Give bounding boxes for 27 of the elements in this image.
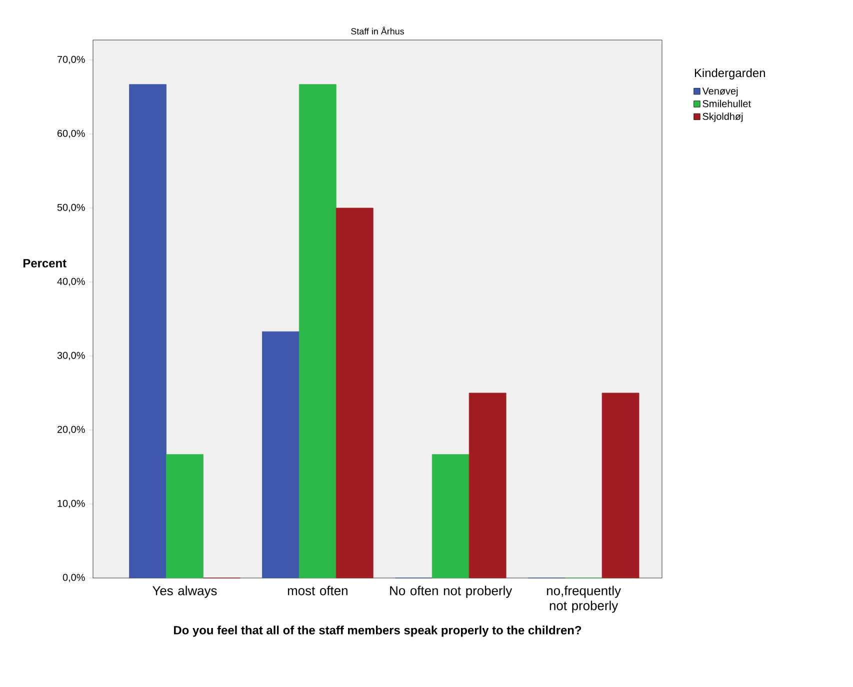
bar — [299, 84, 336, 578]
y-tick-label: 50,0% — [57, 204, 85, 212]
legend-label: Venøvej — [702, 87, 738, 97]
y-tick-label: 0,0% — [62, 574, 85, 582]
bar — [602, 392, 640, 578]
bar — [166, 454, 204, 578]
y-tick-label: 30,0% — [57, 352, 85, 360]
x-tick-label: Yes always — [152, 586, 217, 598]
chart-title: Staff in Århus — [351, 26, 404, 35]
x-tick-label: no,frequently not proberly — [546, 586, 621, 613]
legend-label: Smilehullet — [702, 100, 751, 108]
bar — [336, 208, 374, 578]
y-axis-title: Percent — [24, 259, 66, 268]
y-tick-label: 10,0% — [58, 500, 85, 508]
bar — [468, 392, 506, 578]
y-tick-label: 20,0% — [57, 426, 85, 434]
x-tick-label: No often not proberly — [390, 586, 512, 598]
bar — [262, 331, 300, 578]
bar — [129, 84, 166, 578]
x-tick-label: most often — [288, 586, 348, 596]
y-tick-label: 40,0% — [57, 278, 85, 286]
bar — [432, 454, 470, 578]
legend-title: Kindergarden — [694, 68, 765, 80]
legend-label: Skjoldhøj — [702, 112, 743, 122]
y-tick-label: 60,0% — [57, 130, 85, 138]
x-axis-title: Do you feel that all of the staff members speak properly to the children? — [174, 626, 582, 637]
y-tick-label: 70,0% — [57, 56, 85, 64]
